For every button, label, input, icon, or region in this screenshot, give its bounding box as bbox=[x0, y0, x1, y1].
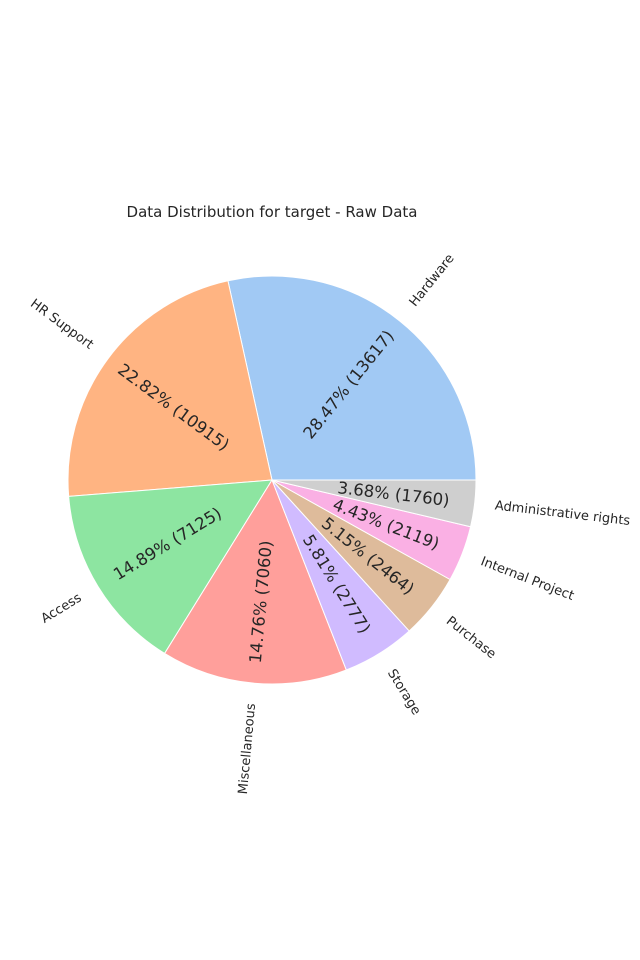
pie-slice-miscellaneous bbox=[163, 478, 347, 685]
category-label-access: Access bbox=[39, 590, 85, 626]
category-label-internal-project: Internal Project bbox=[478, 554, 575, 604]
category-label-miscellaneous: Miscellaneous bbox=[236, 703, 259, 795]
category-label-purchase: Purchase bbox=[443, 614, 499, 662]
pie-slice-hardware bbox=[227, 275, 477, 481]
pie-slice-administrative-rights bbox=[271, 479, 477, 528]
pie-slice-hr-support bbox=[67, 280, 273, 497]
category-label-administrative-rights: Administrative rights bbox=[494, 498, 631, 529]
chart-title: Data Distribution for target - Raw Data bbox=[127, 203, 418, 221]
category-label-storage: Storage bbox=[384, 667, 424, 718]
pie-slices bbox=[67, 275, 477, 685]
pie-slice-access bbox=[68, 479, 273, 655]
category-label-hardware: Hardware bbox=[407, 251, 458, 309]
category-label-hr-support: HR Support bbox=[27, 296, 96, 352]
